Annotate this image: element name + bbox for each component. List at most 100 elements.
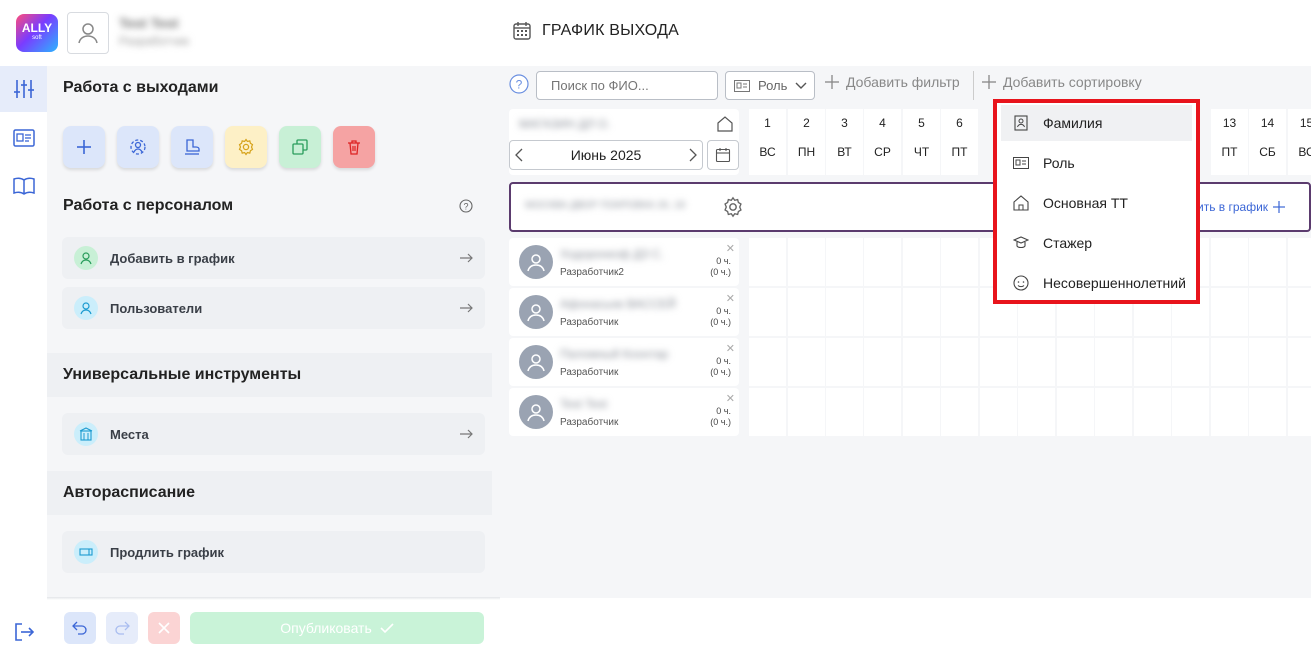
schedule-cell[interactable] [903,338,940,386]
schedule-cell[interactable] [1288,338,1311,386]
add-button[interactable] [63,126,105,168]
schedule-cell[interactable] [1249,338,1286,386]
add-to-schedule-link[interactable]: ить в график [1197,200,1286,214]
schedule-cell[interactable] [864,338,901,386]
schedule-cell[interactable] [864,388,901,436]
employee-row[interactable]: Ходоронкоф ДЗ С. Разработчик2 0 ч. (0 ч.)… [509,238,739,286]
schedule-cell[interactable] [788,388,825,436]
schedule-cell[interactable] [903,238,940,286]
sidebar-item-extend-schedule[interactable]: Продлить график [62,531,485,573]
schedule-cell[interactable] [1288,238,1311,286]
user-avatar[interactable] [67,12,109,54]
plus-icon [825,75,839,89]
schedule-cell[interactable] [1211,288,1248,336]
remove-icon[interactable]: ✕ [725,393,735,405]
schedule-cell[interactable] [1172,338,1209,386]
rail-tools-button[interactable] [0,66,47,112]
schedule-cell[interactable] [749,338,786,386]
schedule-cell[interactable] [826,388,863,436]
remove-icon[interactable]: ✕ [725,293,735,305]
schedule-cell[interactable] [1134,388,1171,436]
employee-row[interactable]: Паломный Коонтар Разработчик 0 ч. (0 ч.) … [509,338,739,386]
schedule-cell[interactable] [788,288,825,336]
discard-button[interactable] [148,612,180,644]
schedule-cell[interactable] [826,288,863,336]
sidebar-item-users[interactable]: Пользователи [62,287,485,329]
schedule-cell[interactable] [1211,338,1248,386]
rail-book-button[interactable] [0,163,47,209]
logout-button[interactable] [0,609,47,655]
sidebar-item-places[interactable]: Места [62,413,485,455]
schedule-cell[interactable] [941,338,978,386]
rail-cards-button[interactable] [0,115,47,161]
gear-icon[interactable] [722,196,744,218]
sort-option-surname[interactable]: Фамилия [1001,105,1192,141]
schedule-cell[interactable] [903,388,940,436]
search-input[interactable] [536,71,718,100]
schedule-cell[interactable] [1249,388,1286,436]
schedule-cell[interactable] [749,238,786,286]
schedule-cell[interactable] [941,288,978,336]
sort-option-trainee[interactable]: Стажер [1001,225,1192,261]
schedule-cell[interactable] [1249,238,1286,286]
home-icon[interactable] [716,115,734,133]
schedule-cell[interactable] [1288,288,1311,336]
schedule-cell[interactable] [1172,388,1209,436]
schedule-cell[interactable] [749,388,786,436]
schedule-cell[interactable] [749,288,786,336]
schedule-cell[interactable] [1057,388,1094,436]
schedule-cell[interactable] [864,238,901,286]
add-sort-button[interactable]: Добавить сортировку [981,74,1142,90]
undo-button[interactable] [64,612,96,644]
month-picker[interactable]: Июнь 2025 [509,140,703,170]
user-icon [527,354,545,372]
schedule-cell[interactable] [903,288,940,336]
schedule-cell[interactable] [980,338,1017,386]
staff-help-icon[interactable]: ? [459,199,473,213]
schedule-cell[interactable] [1134,338,1171,386]
calendar-icon [715,148,731,163]
remove-icon[interactable]: ✕ [725,243,735,255]
arrow-right-icon [460,429,473,439]
sidebar-item-add-to-schedule[interactable]: Добавить в график [62,237,485,279]
employee-row[interactable]: Test Test Разработчик 0 ч. (0 ч.) ✕ [509,388,739,436]
schedule-cell[interactable] [864,288,901,336]
sort-option-main-store[interactable]: Основная ТТ [1001,185,1192,221]
schedule-cell[interactable] [941,388,978,436]
delete-button[interactable] [333,126,375,168]
schedule-cell[interactable] [1095,338,1132,386]
schedule-cell[interactable] [1057,338,1094,386]
schedule-cell[interactable] [1211,238,1248,286]
schedule-cell[interactable] [1095,388,1132,436]
help-icon[interactable]: ? [509,74,529,94]
settings-button[interactable] [225,126,267,168]
chevron-right-icon[interactable] [688,148,698,162]
schedule-cell[interactable] [1018,388,1055,436]
schedule-cell[interactable] [826,338,863,386]
store-name: МАГАЗИН ДЛ О. [519,117,611,131]
chevron-left-icon[interactable] [514,148,524,162]
shoe-button[interactable] [171,126,213,168]
schedule-cell[interactable] [941,238,978,286]
sort-option-role[interactable]: Роль [1001,145,1192,181]
sort-option-minor[interactable]: Несовершеннолетний [1001,265,1192,301]
publish-button[interactable]: Опубликовать [190,612,484,644]
role-filter-select[interactable]: Роль [725,71,815,100]
user-icon [527,304,545,322]
schedule-cell[interactable] [980,388,1017,436]
schedule-cell[interactable] [1018,338,1055,386]
calendar-button[interactable] [707,140,739,170]
copy-button[interactable] [279,126,321,168]
redo-button[interactable] [106,612,138,644]
day-header: 2 ПН [788,109,825,175]
add-filter-button[interactable]: Добавить фильтр [824,74,960,90]
employee-row[interactable]: Афонасьев ВАССЕЙ Разработчик 0 ч. (0 ч.) … [509,288,739,336]
schedule-cell[interactable] [788,338,825,386]
find-user-button[interactable] [117,126,159,168]
schedule-cell[interactable] [1288,388,1311,436]
schedule-cell[interactable] [1249,288,1286,336]
schedule-cell[interactable] [826,238,863,286]
schedule-cell[interactable] [788,238,825,286]
schedule-cell[interactable] [1211,388,1248,436]
remove-icon[interactable]: ✕ [725,343,735,355]
